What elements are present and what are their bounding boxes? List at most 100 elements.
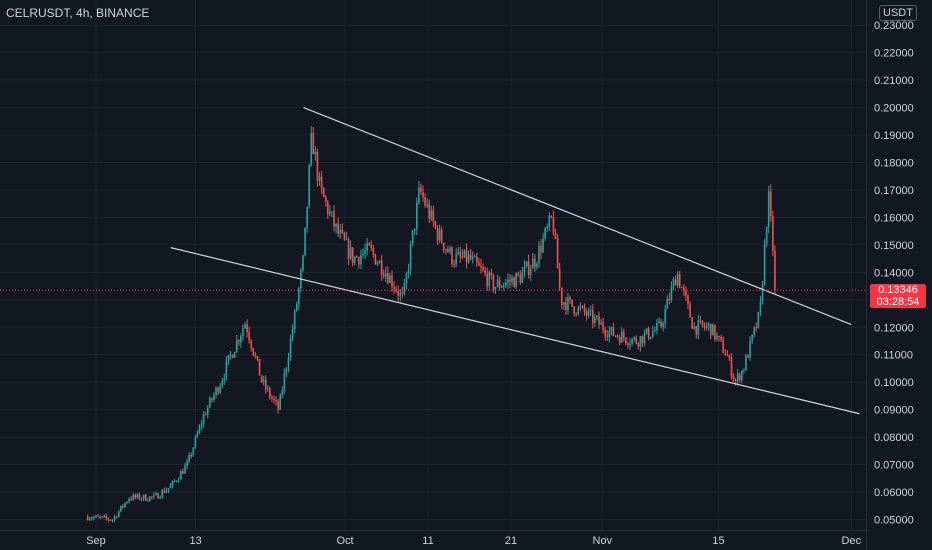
candle-body <box>155 493 157 495</box>
candle-body <box>279 394 282 410</box>
candle-body <box>196 433 199 437</box>
candle-body <box>596 316 598 318</box>
candle-body <box>233 352 236 358</box>
candle-body <box>376 263 379 265</box>
candle-body <box>469 254 472 260</box>
currency-unit-label[interactable]: USDT <box>879 5 917 21</box>
candle-body <box>262 379 265 382</box>
candle-body <box>569 297 571 300</box>
candle-body <box>322 187 325 197</box>
candle-body <box>486 273 489 287</box>
x-tick-label: Nov <box>593 535 613 547</box>
candle-body <box>542 238 544 253</box>
candle-body <box>405 273 408 284</box>
candle-body <box>194 436 197 448</box>
y-tick-label: 0.18000 <box>874 158 914 170</box>
last-price-value: 0.13346 <box>878 284 918 296</box>
candle-body <box>476 256 478 263</box>
candle-body <box>612 326 615 336</box>
candle-body <box>324 196 327 202</box>
candle-body <box>556 238 559 269</box>
candle-body <box>641 336 644 344</box>
y-tick-label: 0.14000 <box>874 267 914 279</box>
candle-body <box>149 496 151 501</box>
candle-body <box>747 355 749 358</box>
candle-body <box>126 501 128 504</box>
candle-body <box>329 211 331 215</box>
candle-body <box>318 176 321 181</box>
candle-body <box>397 291 399 296</box>
candle-body <box>751 334 753 341</box>
candle-body <box>86 516 89 520</box>
candle-body <box>662 323 664 327</box>
candle-body <box>521 272 524 283</box>
y-tick-label: 0.06000 <box>874 487 914 499</box>
candle-body <box>449 247 451 253</box>
candle-body <box>227 355 230 362</box>
candle-body <box>680 287 683 289</box>
candle-body <box>618 336 621 343</box>
candle-body <box>749 340 751 358</box>
candle-body <box>146 500 149 502</box>
candle-body <box>649 336 652 339</box>
candle-body <box>240 335 242 343</box>
candle-body <box>707 323 710 326</box>
candle-body <box>206 407 209 415</box>
candle-body <box>600 322 602 325</box>
candle-body <box>422 191 424 198</box>
candle-body <box>291 329 294 339</box>
candle-body <box>182 471 184 474</box>
x-tick-label: 11 <box>422 535 433 547</box>
candle-body <box>507 279 509 283</box>
candle-body <box>418 187 420 203</box>
candle-body <box>107 518 110 520</box>
candle-body <box>697 320 700 335</box>
candle-body <box>151 496 153 498</box>
x-tick-label: Sep <box>86 535 106 547</box>
candle-body <box>416 202 418 229</box>
candle-body <box>165 490 168 493</box>
candle-body <box>298 287 300 305</box>
candle-body <box>589 310 592 312</box>
y-tick-label: 0.12000 <box>874 322 914 334</box>
candle-body <box>447 249 449 253</box>
candle-body <box>235 340 238 353</box>
candle-body <box>111 519 114 521</box>
candle-body <box>560 287 563 305</box>
candle-body <box>258 359 261 376</box>
candle-body <box>134 494 137 498</box>
candle-body <box>670 286 673 301</box>
candle-body <box>304 227 306 256</box>
trendline-upper <box>303 107 852 326</box>
candle-body <box>591 310 594 323</box>
candle-body <box>759 301 762 313</box>
candle-body <box>144 494 147 501</box>
candle-body <box>676 274 679 286</box>
candle-body <box>730 357 733 377</box>
candle-body <box>685 290 687 297</box>
candle-body <box>712 324 714 336</box>
candle-body <box>701 320 704 326</box>
candle-body <box>327 201 329 215</box>
candle-body <box>368 243 371 246</box>
candle-body <box>488 272 491 287</box>
candle-body <box>519 275 522 283</box>
candle-body <box>231 354 234 358</box>
candle-body <box>672 279 675 287</box>
candle-body <box>335 223 337 227</box>
symbol-label[interactable]: CELRUSDT, 4h, BINANCE <box>6 6 150 20</box>
candle-body <box>163 490 166 493</box>
candle-body <box>656 323 658 331</box>
candle-body <box>604 330 606 336</box>
candle-body <box>546 226 549 229</box>
candle-body <box>283 373 286 391</box>
candle-body <box>525 261 528 267</box>
candle-body <box>438 229 441 241</box>
candle-body <box>190 455 192 457</box>
candle-body <box>552 217 555 233</box>
y-tick-label: 0.21000 <box>874 75 914 87</box>
candle-body <box>223 377 226 381</box>
candle-body <box>606 335 609 338</box>
candle-body <box>753 327 756 335</box>
